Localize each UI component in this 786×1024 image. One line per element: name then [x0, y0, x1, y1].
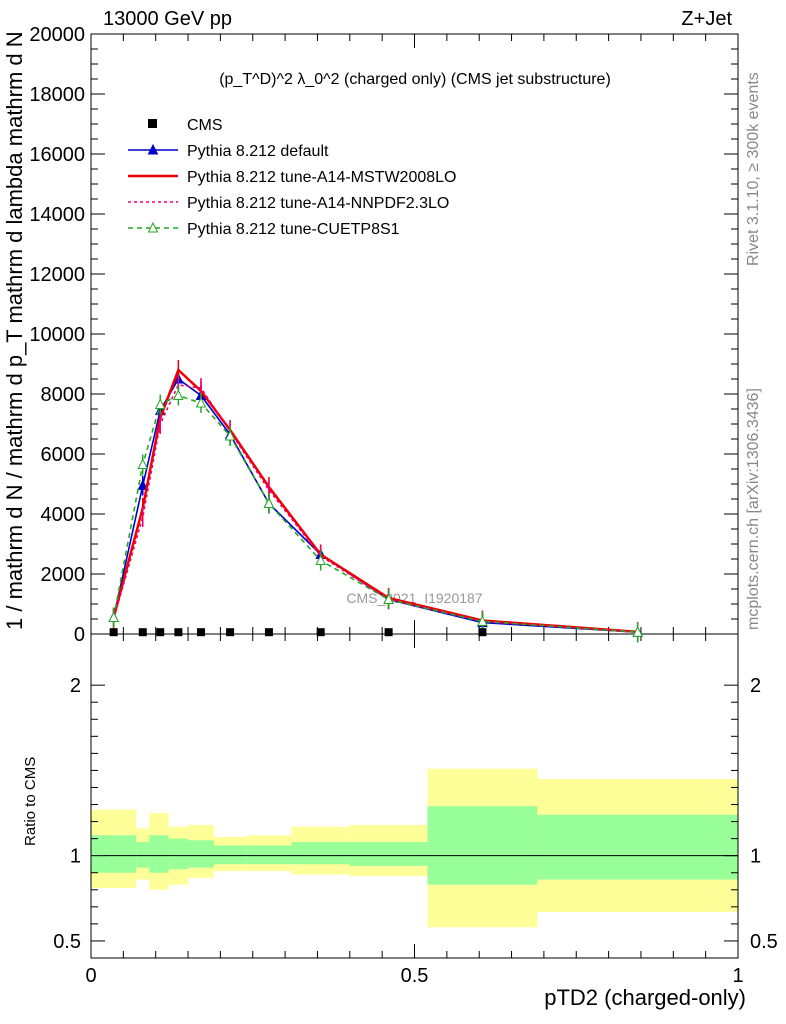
series-point [137, 458, 149, 469]
ratio-tick-label-left: 0.5 [53, 931, 81, 953]
ratio-band-green [91, 835, 137, 873]
cms-data-point [109, 628, 118, 637]
legend-label: Pythia 8.212 tune-A14-MSTW2008LO [187, 169, 456, 186]
legend-marker [147, 143, 159, 155]
y-tick-label: 16000 [29, 144, 85, 166]
y-tick-label: 6000 [41, 444, 86, 466]
ratio-band-green [349, 842, 428, 866]
cms-data-point [138, 628, 147, 637]
ratio-tick-label-left: 1 [70, 846, 81, 868]
cms-data-point [264, 628, 273, 637]
cms-data-point [156, 628, 165, 637]
ratio-band-green [291, 842, 350, 865]
y-tick-label: 2000 [41, 564, 86, 586]
legend-label: Pythia 8.212 tune-CUETP8S1 [187, 221, 400, 238]
cms-data-point [196, 628, 205, 637]
series-point [383, 593, 394, 604]
y-tick-label: 10000 [29, 324, 85, 346]
cms-data-point [478, 628, 487, 637]
chart-title: (p_T^D)^2 λ_0^2 (charged only) (CMS jet … [219, 71, 611, 88]
legend-label: Pythia 8.212 default [187, 143, 329, 160]
rivet-note: Rivet 3.1.10, ≥ 300k events [745, 72, 762, 266]
series-point [224, 429, 236, 441]
y-tick-label: 8000 [41, 384, 86, 406]
main-y-axis-label: 1 / mathrm d N / mathrm d p_T mathrm d l… [2, 31, 28, 630]
ratio-band-green [427, 806, 538, 885]
series-point [632, 626, 644, 637]
y-tick-label: 0 [74, 624, 85, 646]
x-tick-label: 0 [85, 965, 96, 987]
series-point [263, 497, 275, 508]
series-point [195, 396, 207, 408]
ratio-band-green [136, 842, 150, 868]
y-tick-label: 14000 [29, 204, 85, 226]
legend-marker-cms [148, 119, 157, 128]
ratio-tick-label-right: 1 [750, 846, 761, 868]
y-tick-label: 4000 [41, 504, 86, 526]
series-point [137, 479, 149, 490]
ratio-band-green [537, 814, 738, 880]
main-y-axis-label-text: 1 / mathrm d N / mathrm d p_T mathrm d l… [2, 31, 27, 630]
cms-data-point [384, 628, 393, 637]
x-axis-label: pTD2 (charged-only) [544, 985, 746, 1010]
y-tick-label: 12000 [29, 264, 85, 286]
legend-marker [147, 221, 159, 233]
ratio-band-green [188, 840, 214, 868]
mcplots-note: mcplots.cern.ch [arXiv:1306.3436] [745, 388, 762, 630]
series-point [154, 398, 166, 409]
cms-data-point [174, 628, 183, 637]
cms-data-point [316, 628, 325, 637]
series-point [477, 615, 488, 626]
series-point [173, 389, 184, 400]
ratio-band-green [246, 845, 292, 865]
process-label: Z+Jet [681, 8, 732, 30]
ratio-tick-label-right: 2 [750, 675, 761, 697]
cms-data-point [226, 628, 235, 637]
x-tick-label: 1 [732, 965, 743, 987]
ratio-band-green [149, 835, 169, 873]
ratio-tick-label-right: 0.5 [750, 931, 778, 953]
legend-label: Pythia 8.212 tune-A14-NNPDF2.3LO [187, 195, 449, 212]
ratio-y-axis-label: Ratio to CMS [22, 756, 39, 846]
ratio-band-green [213, 845, 247, 865]
legend-label-cms: CMS [187, 117, 223, 134]
ratio-tick-label-left: 2 [70, 675, 81, 697]
collision-label: 13000 GeV pp [103, 8, 232, 30]
y-tick-label: 20000 [29, 24, 85, 46]
x-tick-label: 0.5 [401, 965, 429, 987]
series-point [315, 554, 326, 565]
ratio-band-green [168, 838, 189, 870]
y-tick-label: 18000 [29, 84, 85, 106]
series-point [108, 611, 119, 622]
